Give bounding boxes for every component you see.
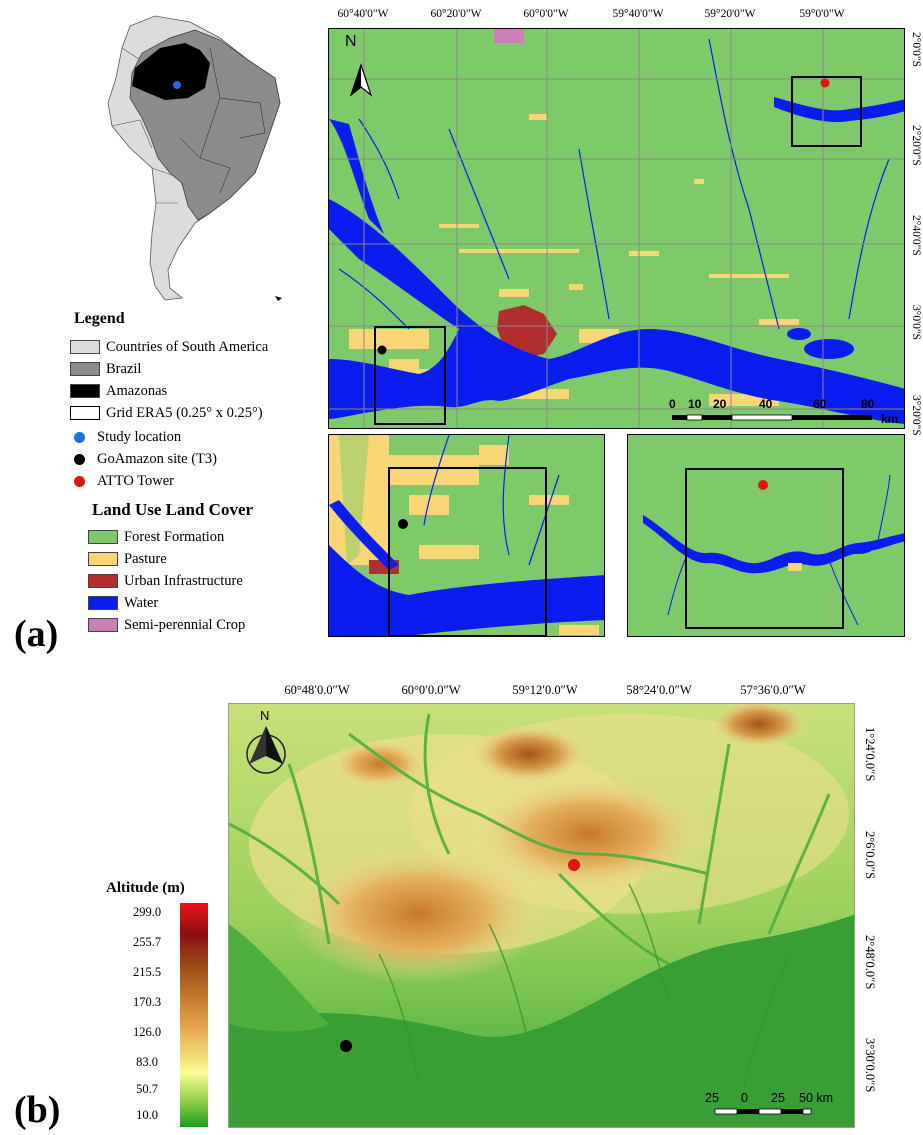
altitude-label: 10.0 (136, 1108, 158, 1122)
north-label: N (345, 33, 357, 50)
elevation-map: N 25 0 25 50 km (228, 703, 855, 1128)
forest-swatch (88, 530, 118, 544)
legend-item-brazil: Brazil (70, 360, 141, 378)
goamazon-dot (74, 453, 85, 465)
altitude-label: 83.0 (136, 1055, 158, 1069)
scale-label: 0 (741, 1091, 748, 1105)
legend-item-atto: ATTO Tower (70, 472, 174, 490)
countries-swatch (70, 340, 100, 354)
top-tick-label: 58°24′0.0″W (626, 683, 692, 697)
right-tick-label: 1°24′0.0″S (863, 727, 877, 782)
north-arrow-icon (246, 726, 286, 774)
scale-label: 60 (813, 397, 827, 411)
legend-item-goamazon: GoAmazon site (T3) (70, 450, 217, 468)
right-tick-label: 2°0'0"S (910, 32, 922, 68)
legend-item-water: Water (88, 594, 158, 612)
top-tick-label: 59°0'0"W (799, 8, 845, 20)
era5-grid-box-t3 (374, 326, 446, 425)
altitude-label: 299.0 (132, 905, 162, 919)
right-tick-label: 2°6′0.0″S (863, 831, 877, 880)
atto-tower-elevation-marker (568, 859, 580, 871)
scale-label: 25 (705, 1091, 719, 1105)
right-tick-label: 3°20'0"S (910, 395, 922, 436)
goamazon-site-elevation-marker (340, 1040, 352, 1052)
south-america-inset-map (70, 8, 285, 303)
panel-b-label: (b) (14, 1089, 61, 1131)
lulc-title: Land Use Land Cover (92, 500, 254, 519)
top-tick-label: 57°36′0.0″W (740, 683, 806, 697)
goamazon-site-zoom-marker (398, 519, 408, 529)
scale-label: 20 (713, 397, 727, 411)
altitude-colorbar (180, 903, 208, 1127)
atto-tower-zoom-marker (758, 480, 768, 490)
top-tick-label: 59°40'0"W (612, 8, 664, 20)
scale-bar (714, 1108, 812, 1115)
legend-item-urban: Urban Infrastructure (88, 572, 243, 590)
right-tick-label: 2°48′0.0″S (863, 935, 877, 990)
scale-label: 80 (861, 397, 875, 411)
crop-swatch (88, 618, 118, 632)
amazonas-swatch (70, 384, 100, 398)
era5-grid-box-atto-zoom (685, 468, 844, 629)
right-tick-label: 2°20'0"S (910, 125, 922, 166)
atto-zoom-inset (627, 434, 905, 637)
water-swatch (88, 596, 118, 610)
study-location-marker (173, 81, 181, 89)
legend-item-pasture: Pasture (88, 550, 167, 568)
legend-item-crop: Semi-perennial Crop (88, 616, 245, 634)
panel-a-label: (a) (14, 613, 59, 655)
altitude-label: 126.0 (132, 1025, 162, 1039)
top-tick-label: 60°0′0.0″W (401, 683, 461, 697)
legend-item-countries: Countries of South America (70, 338, 268, 356)
grid-swatch (70, 406, 100, 420)
scale-unit: km (881, 412, 899, 426)
scale-label: 10 (688, 397, 702, 411)
legend-title: Legend (74, 310, 125, 327)
top-tick-label: 60°40'0"W (337, 8, 389, 20)
right-tick-label: 3°30′0.0″S (863, 1038, 877, 1093)
altitude-label: 255.7 (132, 935, 162, 949)
t3-zoom-inset (328, 434, 605, 637)
top-tick-label: 60°48′0.0″W (284, 683, 350, 697)
legend-item-forest: Forest Formation (88, 528, 224, 546)
brazil-swatch (70, 362, 100, 376)
atto-tower-marker (820, 78, 830, 88)
legend-item-amazonas: Amazonas (70, 382, 167, 400)
era5-grid-box-atto (791, 76, 862, 147)
scale-label: 25 (771, 1091, 785, 1105)
scale-bar (672, 414, 872, 421)
right-tick-label: 2°40'0"S (910, 215, 922, 256)
legend-item-grid: Grid ERA5 (0.25° x 0.25°) (70, 404, 263, 422)
era5-grid-box-t3-zoom (388, 467, 547, 636)
north-label: N (260, 708, 270, 723)
right-tick-label: 3°0'0"S (910, 305, 922, 341)
top-tick-label: 60°20'0"W (430, 8, 482, 20)
altitude-label: 50.7 (136, 1082, 158, 1096)
urban-swatch (88, 574, 118, 588)
top-tick-label: 60°0'0"W (523, 8, 569, 20)
north-arrow-icon (349, 63, 373, 97)
atto-dot (74, 475, 85, 487)
study-location-dot (74, 431, 85, 443)
goamazon-site-marker (377, 345, 387, 355)
altitude-title: Altitude (m) (106, 880, 185, 896)
pasture-swatch (88, 552, 118, 566)
scale-label: 40 (759, 397, 773, 411)
legend-item-study-location: Study location (70, 428, 181, 446)
altitude-label: 170.3 (132, 995, 162, 1009)
legend: Legend Countries of South America Brazil… (70, 310, 320, 640)
altitude-label: 215.5 (132, 965, 162, 979)
scale-label: 50 km (799, 1091, 834, 1105)
top-tick-label: 59°20'0"W (704, 8, 756, 20)
top-tick-label: 59°12′0.0″W (512, 683, 578, 697)
land-cover-main-map: N 0 10 20 40 60 80 km (328, 28, 905, 429)
scale-label: 0 (669, 397, 676, 411)
